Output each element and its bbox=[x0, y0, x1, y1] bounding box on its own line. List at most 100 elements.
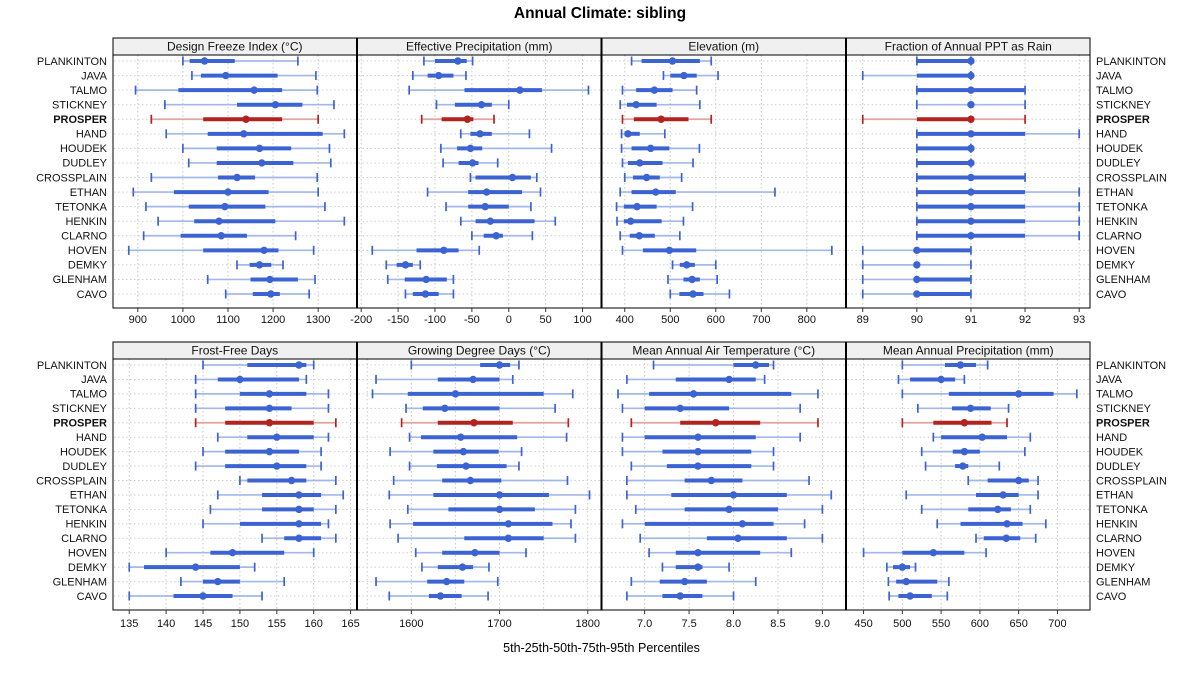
median-dot bbox=[495, 361, 504, 369]
median-dot bbox=[913, 246, 921, 255]
axis-tick-label: 90 bbox=[911, 314, 923, 326]
site-label-left: ETHAN bbox=[70, 187, 107, 199]
median-dot bbox=[482, 188, 491, 196]
median-dot bbox=[694, 433, 702, 441]
median-dot bbox=[967, 100, 975, 109]
site-label-right: HOVEN bbox=[1096, 245, 1135, 257]
site-label-left: CLARNO bbox=[61, 231, 107, 243]
panel-strip-title: Growing Degree Days (°C) bbox=[408, 344, 551, 358]
median-dot bbox=[468, 159, 477, 167]
site-label-left: CAVO bbox=[77, 591, 108, 603]
panel-strip-title: Fraction of Annual PPT as Rain bbox=[885, 40, 1052, 54]
site-label-right: CROSSPLAIN bbox=[1096, 172, 1167, 184]
median-dot bbox=[295, 491, 303, 499]
median-dot bbox=[1014, 476, 1023, 485]
axis-tick-label: 600 bbox=[707, 314, 725, 326]
axis-tick-label: 89 bbox=[857, 314, 869, 326]
median-dot bbox=[913, 275, 921, 284]
panel-strip-title: Mean Annual Precipitation (mm) bbox=[883, 344, 1054, 358]
median-dot bbox=[421, 290, 430, 298]
site-label-right: HAND bbox=[1096, 129, 1127, 141]
axis-tick-label: 700 bbox=[1048, 618, 1066, 630]
median-dot bbox=[1003, 520, 1011, 528]
median-dot bbox=[401, 261, 410, 269]
median-dot bbox=[273, 433, 281, 441]
site-label-left: JAVA bbox=[81, 70, 108, 82]
median-dot bbox=[224, 188, 232, 196]
median-dot bbox=[752, 361, 760, 369]
median-dot bbox=[898, 563, 907, 571]
median-dot bbox=[680, 577, 689, 586]
median-dot bbox=[967, 115, 975, 123]
median-dot bbox=[451, 390, 460, 398]
site-label-left: HENKIN bbox=[65, 519, 107, 531]
axis-tick-label: 8.0 bbox=[726, 618, 741, 630]
median-dot bbox=[265, 419, 274, 427]
median-dot bbox=[267, 290, 275, 298]
median-dot bbox=[442, 577, 451, 586]
site-label-left: DUDLEY bbox=[62, 158, 107, 170]
axis-tick-label: 1300 bbox=[306, 314, 330, 326]
median-dot bbox=[694, 462, 702, 470]
site-label-right: ETHAN bbox=[1096, 490, 1133, 502]
median-dot bbox=[486, 217, 495, 225]
site-label-left: DUDLEY bbox=[62, 461, 107, 473]
site-label-right: TETONKA bbox=[1096, 201, 1148, 213]
axis-tick-label: 50 bbox=[540, 314, 552, 326]
median-dot bbox=[694, 563, 702, 571]
axis-tick-label: -50 bbox=[464, 314, 480, 326]
percentiles-caption: 5th-25th-50th-75th-95th Percentiles bbox=[503, 641, 700, 655]
site-label-right: ETHAN bbox=[1096, 187, 1133, 199]
median-dot bbox=[476, 130, 484, 138]
site-label-right: PLANKINTON bbox=[1096, 360, 1166, 372]
panel-border bbox=[112, 358, 357, 611]
median-dot bbox=[454, 57, 462, 65]
axis-tick-label: 7.5 bbox=[681, 618, 696, 630]
median-dot bbox=[273, 462, 281, 470]
median-dot bbox=[260, 246, 268, 255]
site-label-right: PROSPER bbox=[1096, 114, 1150, 126]
panel-strip-title: Mean Annual Air Temperature (°C) bbox=[632, 344, 815, 358]
site-label-right: TETONKA bbox=[1096, 504, 1148, 516]
median-dot bbox=[222, 71, 230, 80]
median-dot bbox=[265, 447, 274, 456]
panel-border bbox=[846, 358, 1091, 611]
site-label-left: PROSPER bbox=[53, 114, 107, 126]
site-label-left: TALMO bbox=[70, 85, 108, 97]
panel-border bbox=[357, 358, 602, 611]
site-label-right: DEMKY bbox=[1096, 260, 1136, 272]
median-dot bbox=[937, 375, 945, 384]
axis-tick-label: 1200 bbox=[261, 314, 285, 326]
median-dot bbox=[967, 71, 975, 80]
site-label-right: HENKIN bbox=[1096, 216, 1138, 228]
axis-tick-label: 140 bbox=[157, 618, 175, 630]
median-dot bbox=[959, 462, 967, 470]
site-label-right: DUDLEY bbox=[1096, 461, 1141, 473]
median-dot bbox=[967, 57, 975, 65]
median-dot bbox=[295, 520, 303, 528]
site-label-right: TALMO bbox=[1096, 389, 1134, 401]
panel-border bbox=[112, 54, 357, 309]
axis-tick-label: 450 bbox=[854, 618, 872, 630]
site-label-left: DEMKY bbox=[68, 562, 108, 574]
axis-tick-label: 1000 bbox=[171, 314, 195, 326]
site-label-right: DUDLEY bbox=[1096, 158, 1141, 170]
axis-tick-label: 1700 bbox=[487, 618, 511, 630]
site-label-left: GLENHAM bbox=[53, 274, 107, 286]
chart-title: Annual Climate: sibling bbox=[513, 5, 687, 22]
median-dot bbox=[626, 217, 635, 225]
median-dot bbox=[295, 361, 303, 369]
median-dot bbox=[441, 404, 449, 413]
median-dot bbox=[652, 188, 660, 196]
site-label-right: HOUDEK bbox=[1096, 143, 1144, 155]
axis-tick-label: 155 bbox=[268, 618, 286, 630]
axis-tick-label: 500 bbox=[661, 314, 679, 326]
median-dot bbox=[495, 505, 504, 514]
site-label-left: TETONKA bbox=[55, 201, 107, 213]
median-dot bbox=[1014, 390, 1023, 398]
median-dot bbox=[495, 491, 504, 499]
site-label-right: GLENHAM bbox=[1096, 576, 1150, 588]
median-dot bbox=[633, 202, 641, 211]
axis-tick-label: 92 bbox=[1019, 314, 1031, 326]
